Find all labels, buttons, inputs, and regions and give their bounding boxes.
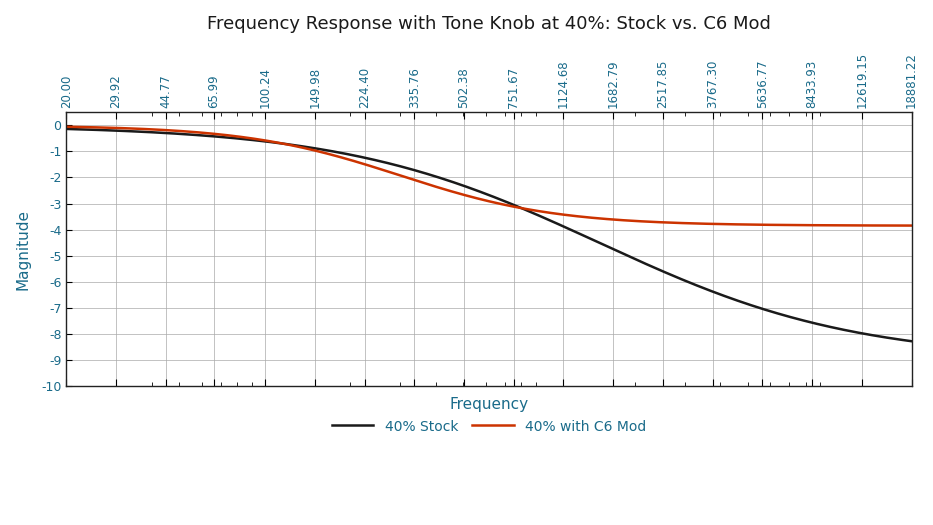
- 40% Stock: [882, 334, 893, 341]
- 40% with C6 Mod: [882, 223, 893, 229]
- Title: Frequency Response with Tone Knob at 40%: Stock vs. C6 Mod: Frequency Response with Tone Knob at 40%…: [207, 15, 771, 33]
- 40% with C6 Mod: [450, 189, 461, 195]
- 40% with C6 Mod: [726, 221, 737, 227]
- Legend: 40% Stock, 40% with C6 Mod: 40% Stock, 40% with C6 Mod: [327, 414, 651, 439]
- 40% Stock: [881, 334, 892, 341]
- 40% Stock: [450, 180, 461, 186]
- 40% with C6 Mod: [906, 223, 917, 229]
- 40% Stock: [104, 127, 115, 133]
- 40% with C6 Mod: [472, 195, 483, 202]
- 40% Stock: [61, 126, 72, 132]
- Line: 40% Stock: 40% Stock: [66, 129, 912, 341]
- Line: 40% with C6 Mod: 40% with C6 Mod: [66, 127, 912, 226]
- 40% Stock: [906, 338, 917, 344]
- 40% Stock: [726, 296, 737, 302]
- 40% with C6 Mod: [61, 123, 72, 130]
- X-axis label: Frequency: Frequency: [450, 397, 528, 412]
- 40% Stock: [472, 187, 483, 194]
- 40% with C6 Mod: [881, 223, 892, 229]
- Y-axis label: Magnitude: Magnitude: [15, 208, 30, 290]
- 40% with C6 Mod: [104, 124, 115, 131]
